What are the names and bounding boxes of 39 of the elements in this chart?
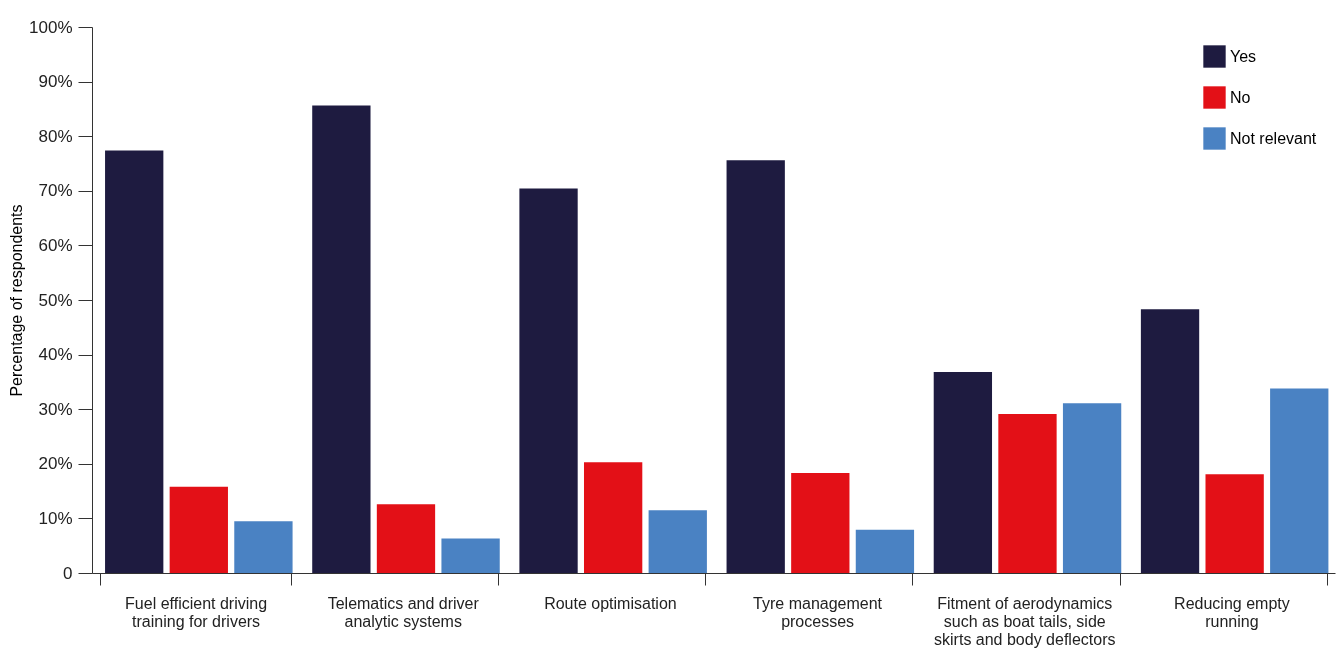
y-tick-label: 30% <box>38 399 73 419</box>
y-tick-label: 90% <box>38 72 73 92</box>
bar <box>105 150 164 573</box>
legend-label: No <box>1230 88 1251 106</box>
x-tick-label: Fitment of aerodynamics such as boat tails, side skirts and body deflectors <box>934 594 1116 648</box>
bar <box>726 160 785 573</box>
bar <box>648 510 707 573</box>
y-tick-label: 80% <box>38 126 73 146</box>
bar <box>1205 474 1264 573</box>
y-axis-title: Percentage of respondents <box>8 204 26 397</box>
x-tick-label: Reducing empty running <box>1174 594 1290 630</box>
bar <box>583 462 643 573</box>
y-tick-label: 0 <box>63 563 73 583</box>
bar <box>791 473 850 573</box>
y-tick-label: 50% <box>38 290 73 310</box>
y-tick-label: 10% <box>38 508 73 528</box>
bar <box>1270 388 1329 573</box>
legend-label: Yes <box>1230 47 1257 65</box>
x-tick-label: Telematics and driver analytic systems <box>327 594 480 630</box>
y-tick-label: 20% <box>38 454 73 474</box>
bar <box>312 105 371 573</box>
y-tick-label: 40% <box>38 345 73 365</box>
y-tick-label: 100% <box>29 17 73 37</box>
x-tick-label: Fuel efficient driving training for drivers <box>125 594 268 630</box>
bar <box>1062 403 1122 573</box>
bar <box>376 504 436 573</box>
bar <box>1140 309 1200 573</box>
bar <box>169 486 228 573</box>
bar <box>998 414 1057 573</box>
legend-label: Not relevant <box>1230 129 1317 147</box>
bar <box>441 538 500 573</box>
y-tick-label: 60% <box>38 235 73 255</box>
bar <box>519 188 578 573</box>
bar <box>234 521 293 573</box>
bar <box>855 529 915 573</box>
y-tick-label: 70% <box>38 181 73 201</box>
bar <box>933 372 993 573</box>
x-tick-label: Tyre management processes <box>753 594 883 630</box>
x-tick-label: Route optimisation <box>544 594 677 612</box>
